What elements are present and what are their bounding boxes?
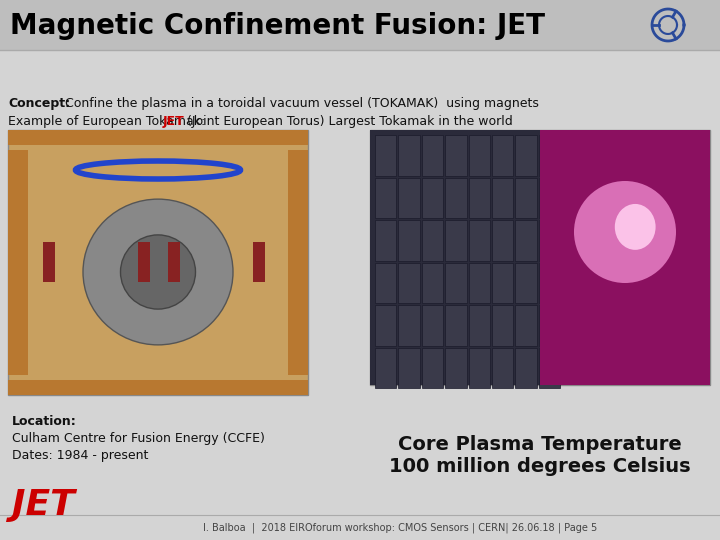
Text: Location:: Location:: [12, 415, 77, 428]
Bar: [0, 0, 720, 50]
Bar: [539, 348, 560, 388]
Bar: [469, 305, 490, 346]
Bar: [469, 348, 490, 388]
Bar: [398, 135, 420, 176]
Text: Dates: 1984 - present: Dates: 1984 - present: [12, 449, 148, 462]
Bar: [445, 262, 467, 303]
Bar: [516, 305, 536, 346]
Bar: [539, 262, 560, 303]
Bar: [445, 305, 467, 346]
Ellipse shape: [120, 235, 196, 309]
Text: Concept:: Concept:: [8, 97, 70, 110]
Text: Confine the plasma in a toroidal vacuum vessel (TOKAMAK)  using magnets: Confine the plasma in a toroidal vacuum …: [57, 97, 539, 110]
Bar: [516, 348, 536, 388]
Bar: [398, 262, 420, 303]
Bar: [398, 305, 420, 346]
Bar: [516, 220, 536, 260]
Bar: [375, 348, 397, 388]
Bar: [445, 178, 467, 218]
Bar: [8, 130, 308, 145]
Bar: [516, 262, 536, 303]
Bar: [469, 262, 490, 303]
Bar: [370, 130, 710, 385]
Text: Core Plasma Temperature: Core Plasma Temperature: [398, 435, 682, 454]
Text: JET: JET: [12, 488, 75, 522]
Bar: [492, 220, 513, 260]
Bar: [422, 348, 443, 388]
Text: I. Balboa  |  2018 EIROforum workshop: CMOS Sensors | CERN| 26.06.18 | Page 5: I. Balboa | 2018 EIROforum workshop: CMO…: [203, 523, 597, 534]
Bar: [422, 178, 443, 218]
Bar: [516, 178, 536, 218]
Bar: [540, 130, 710, 385]
Bar: [422, 262, 443, 303]
Bar: [398, 178, 420, 218]
Bar: [539, 220, 560, 260]
Bar: [492, 178, 513, 218]
Bar: [398, 220, 420, 260]
Text: (Joint European Torus) Largest Tokamak in the world: (Joint European Torus) Largest Tokamak i…: [183, 115, 513, 128]
Bar: [8, 150, 28, 375]
Bar: [422, 135, 443, 176]
Ellipse shape: [615, 204, 656, 250]
Bar: [288, 150, 308, 375]
Bar: [253, 242, 265, 282]
Bar: [492, 262, 513, 303]
Bar: [469, 220, 490, 260]
Ellipse shape: [574, 181, 676, 283]
Bar: [375, 178, 397, 218]
Bar: [138, 242, 150, 282]
Bar: [539, 135, 560, 176]
Text: Example of European Tokamak:: Example of European Tokamak:: [8, 115, 210, 128]
Bar: [375, 135, 397, 176]
Text: Magnetic Confinement Fusion: JET: Magnetic Confinement Fusion: JET: [10, 12, 545, 40]
Bar: [539, 178, 560, 218]
Bar: [8, 130, 308, 395]
Bar: [516, 135, 536, 176]
Ellipse shape: [83, 199, 233, 345]
Bar: [469, 135, 490, 176]
Text: Culham Centre for Fusion Energy (CCFE): Culham Centre for Fusion Energy (CCFE): [12, 432, 265, 445]
Bar: [375, 262, 397, 303]
Bar: [375, 305, 397, 346]
Bar: [375, 220, 397, 260]
Bar: [492, 305, 513, 346]
Bar: [445, 348, 467, 388]
Bar: [492, 135, 513, 176]
Text: JET: JET: [163, 115, 185, 128]
Bar: [422, 220, 443, 260]
Bar: [445, 220, 467, 260]
Bar: [492, 348, 513, 388]
Bar: [469, 178, 490, 218]
Bar: [539, 305, 560, 346]
Bar: [370, 130, 557, 385]
Bar: [168, 242, 180, 282]
Bar: [422, 305, 443, 346]
Bar: [398, 348, 420, 388]
Bar: [445, 135, 467, 176]
Bar: [43, 242, 55, 282]
Bar: [8, 380, 308, 395]
Text: 100 million degrees Celsius: 100 million degrees Celsius: [390, 457, 690, 476]
